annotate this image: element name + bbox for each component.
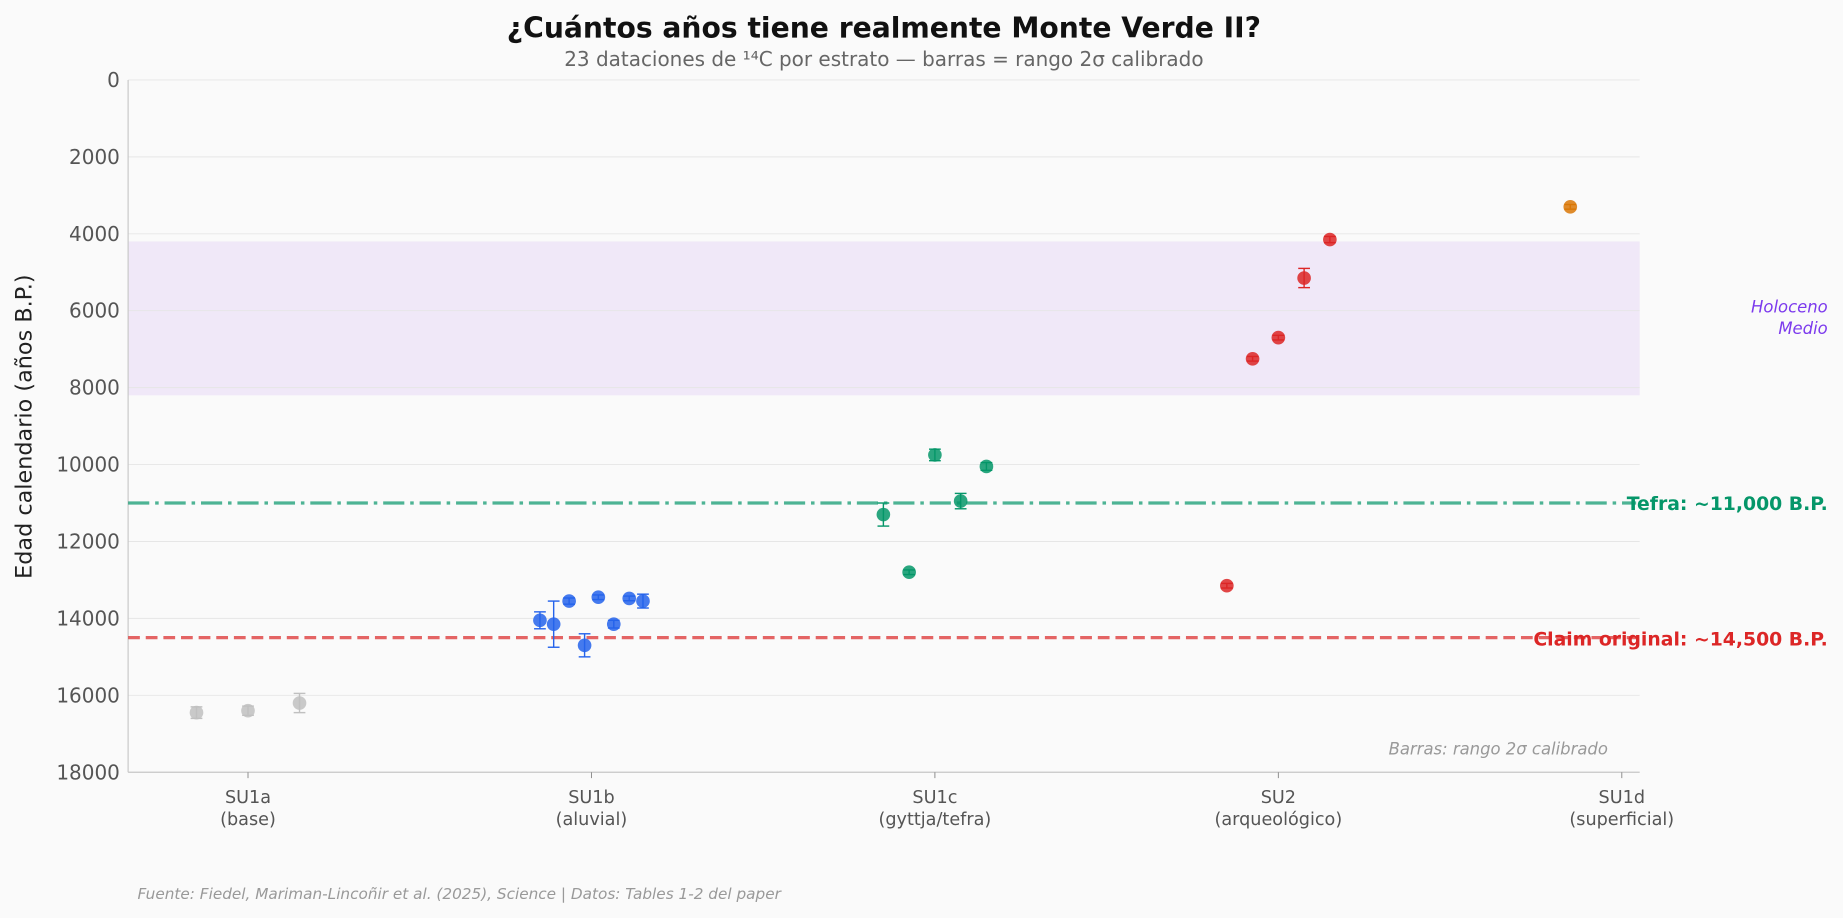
tefra-label: Tefra: ~11,000 B.P. <box>1627 494 1828 515</box>
y-tick-label: 0 <box>107 68 120 92</box>
chart-title: ¿Cuántos años tiene realmente Monte Verd… <box>507 12 1261 45</box>
x-tick-labels: SU1a(base) SU1b(aluvial) SU1c(gyttja/tefra… <box>220 772 1674 830</box>
source-note: Fuente: Fiedel, Mariman-Lincoñir et al. … <box>138 885 783 903</box>
x-tick-desc: (arqueológico) <box>1214 810 1342 830</box>
x-tick-label: SU1d <box>1599 788 1646 808</box>
data-point <box>1271 330 1286 345</box>
data-point <box>876 502 891 527</box>
x-tick-desc: (base) <box>220 810 276 830</box>
data-point <box>562 594 576 608</box>
reference-lines <box>128 501 1637 640</box>
bars-note: Barras: rango 2σ calibrado <box>1389 740 1608 759</box>
y-tick-label: 8000 <box>69 376 120 400</box>
holoceno-label: Holoceno <box>1751 298 1828 317</box>
data-point <box>591 590 606 605</box>
chart-subtitle: 23 dataciones de ¹⁴C por estrato — barra… <box>564 47 1203 71</box>
holoceno-band <box>128 241 1640 396</box>
y-tick-labels: 0 2000 4000 6000 8000 10000 12000 14000 16000 180… <box>56 68 120 784</box>
y-tick-label: 2000 <box>69 145 120 169</box>
data-point <box>1323 232 1337 247</box>
data-point <box>1563 200 1578 214</box>
data-point <box>292 692 307 714</box>
data-point <box>1220 578 1234 593</box>
y-tick-label: 6000 <box>69 299 120 323</box>
y-tick-label: 12000 <box>56 530 120 554</box>
data-point <box>533 611 547 630</box>
data-point <box>577 633 592 658</box>
y-tick-label: 4000 <box>69 222 120 246</box>
grid-lines <box>128 79 1640 773</box>
data-points <box>189 200 1578 720</box>
x-tick-desc: (gyttja/tefra) <box>878 810 991 830</box>
y-tick-label: 18000 <box>56 760 120 784</box>
data-point <box>606 617 621 631</box>
x-tick-label: SU1c <box>912 788 957 808</box>
data-point <box>928 448 942 462</box>
data-point <box>979 459 994 474</box>
x-tick-label: SU2 <box>1261 788 1296 808</box>
y-tick-label: 14000 <box>56 606 120 630</box>
data-point <box>1245 351 1260 366</box>
data-point <box>953 492 968 510</box>
data-point <box>902 565 916 580</box>
data-point <box>622 591 637 606</box>
x-tick-label: SU1b <box>568 788 615 808</box>
data-point <box>241 703 255 718</box>
y-tick-label: 16000 <box>56 683 120 707</box>
x-tick-label: SU1a <box>225 788 271 808</box>
data-point <box>636 593 650 609</box>
y-axis-label: Edad calendario (años B.P.) <box>12 274 38 578</box>
band-rect <box>128 241 1640 396</box>
data-point <box>546 600 561 648</box>
y-tick-label: 10000 <box>56 453 120 477</box>
x-tick-desc: (aluvial) <box>556 810 628 830</box>
holoceno-label-2: Medio <box>1778 319 1827 338</box>
x-tick-desc: (superficial) <box>1569 810 1674 830</box>
claim-label: Claim original: ~14,500 B.P. <box>1533 629 1827 650</box>
data-point <box>1297 267 1311 289</box>
data-point <box>189 705 204 720</box>
